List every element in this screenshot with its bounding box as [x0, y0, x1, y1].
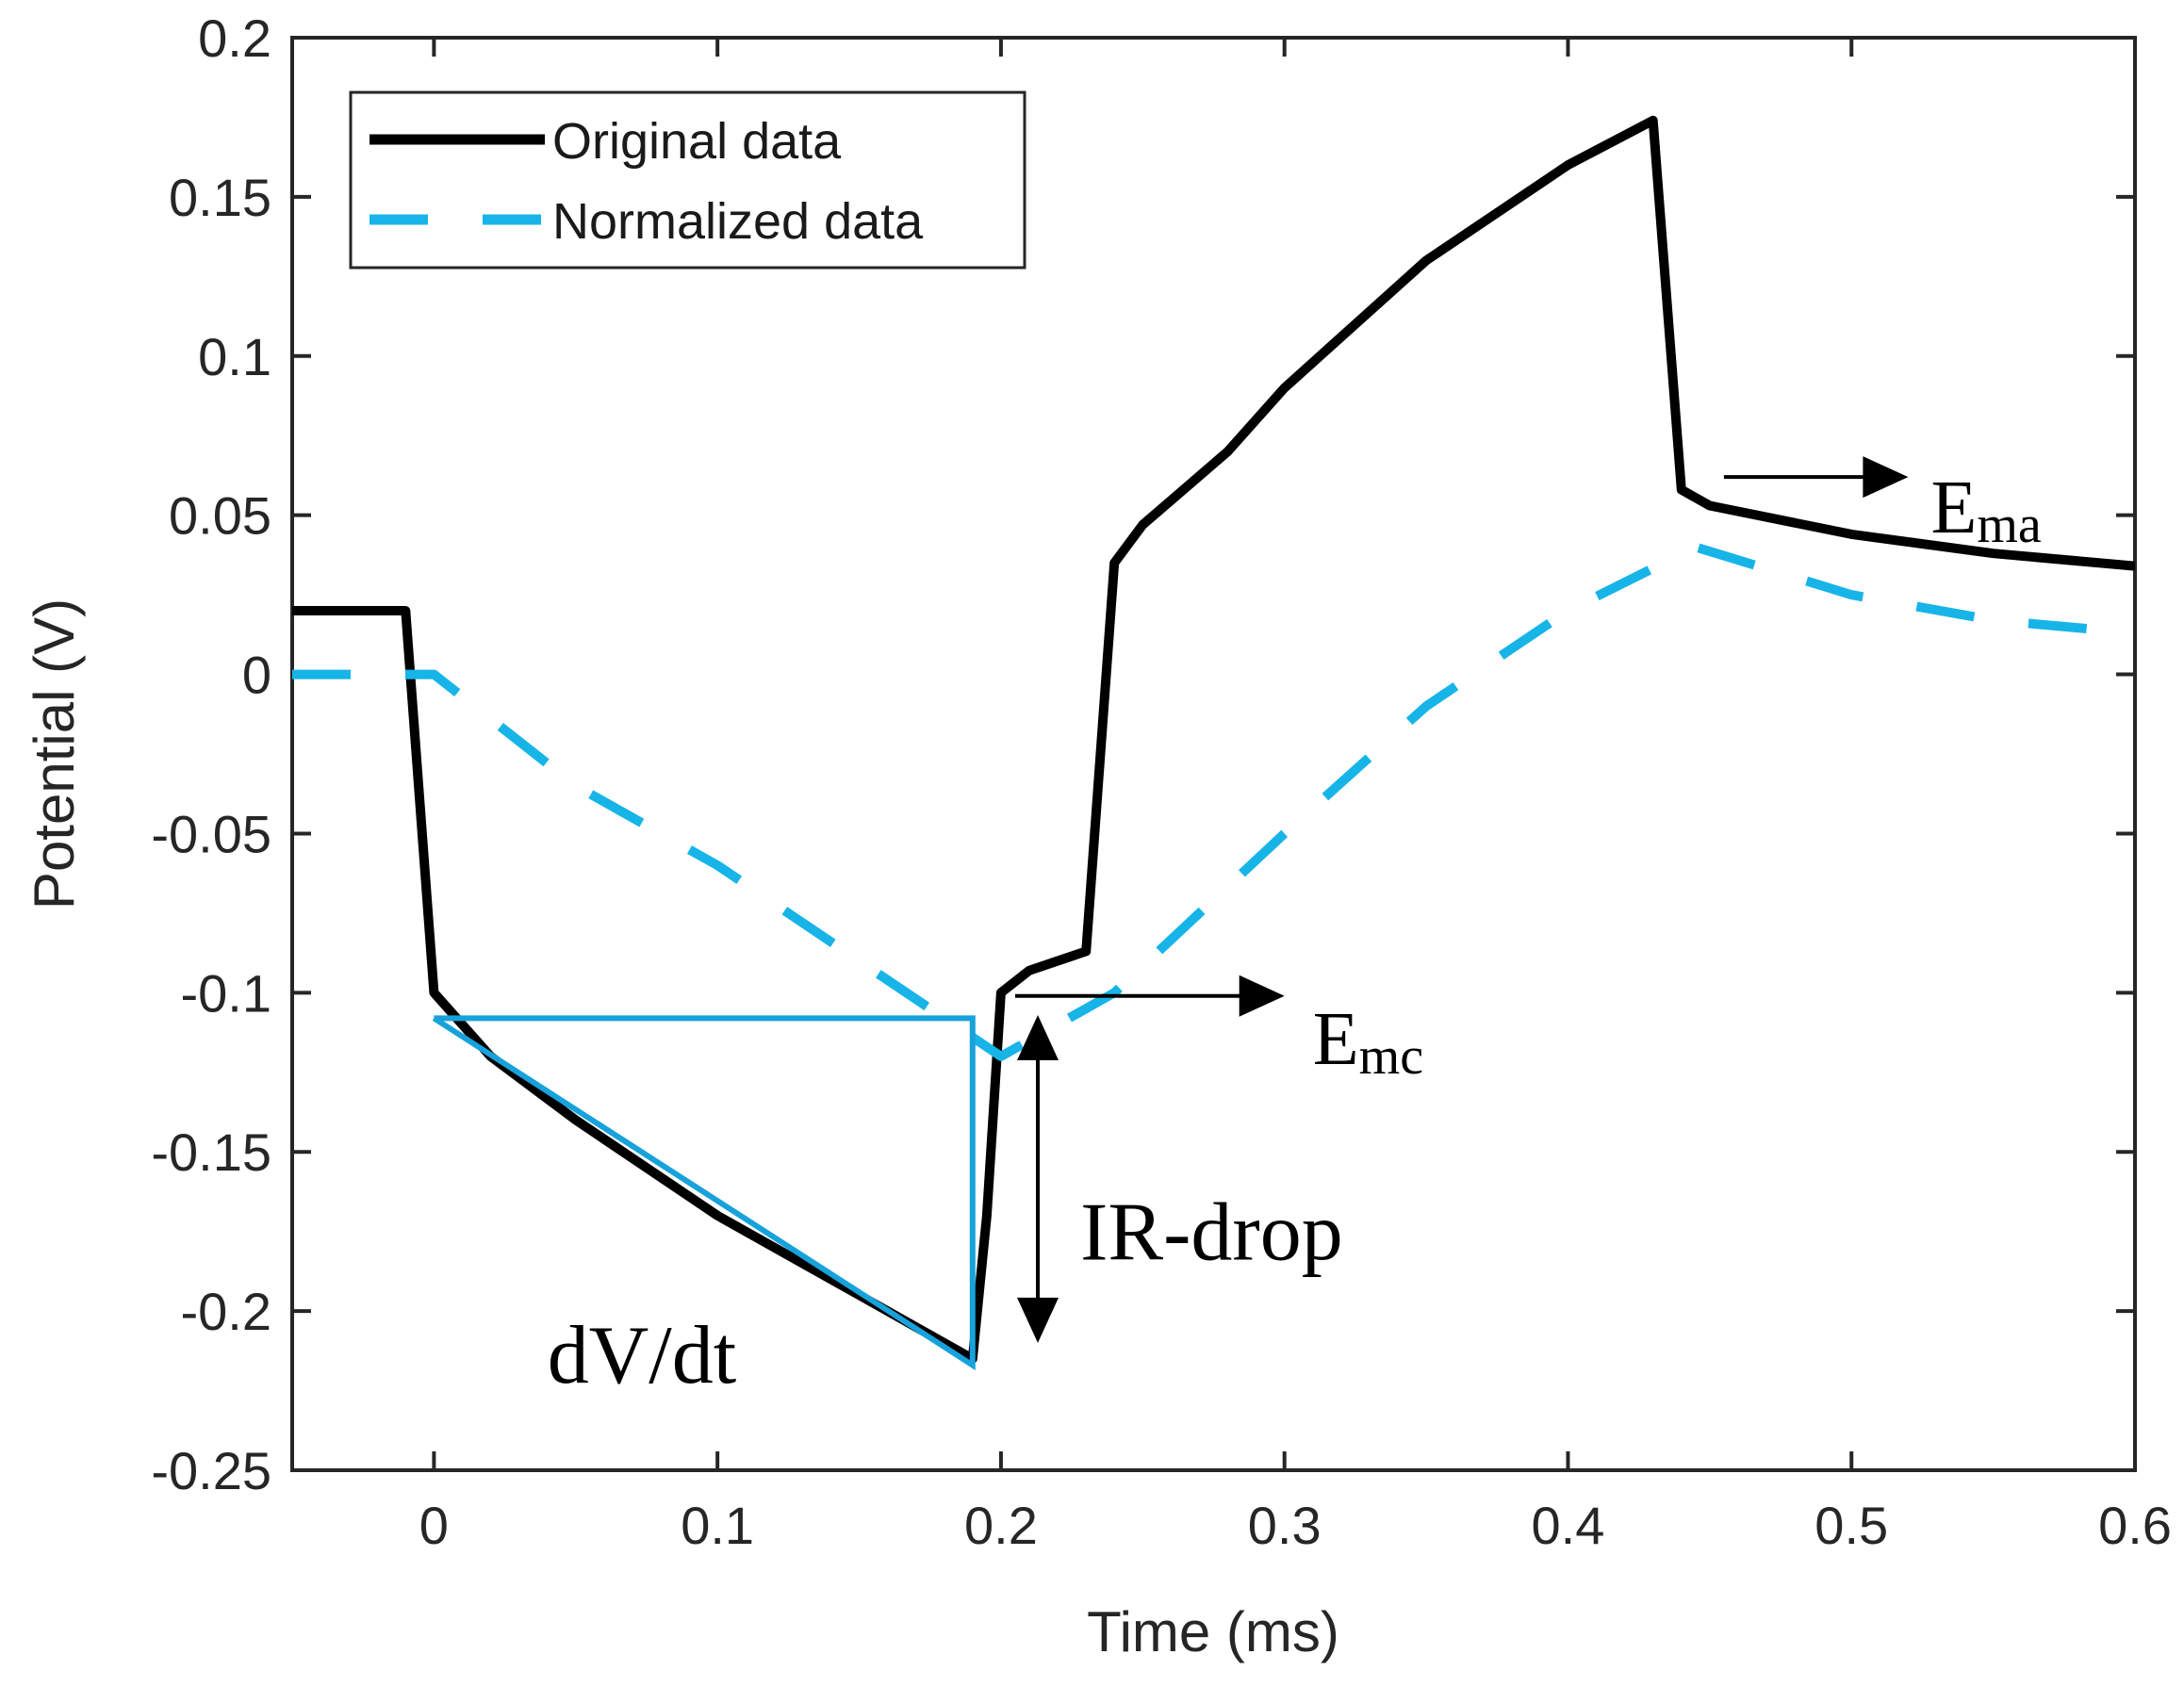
legend-label-normalized: Normalized data [552, 193, 924, 250]
y-tick-label-7: -0.15 [151, 1122, 271, 1182]
x-tick-label-3: 0.3 [1248, 1496, 1322, 1555]
ema-arrow-head [1863, 456, 1909, 499]
x-tick-label-1: 0.1 [681, 1496, 754, 1555]
annotations: Ema Emc IR-drop dV/dt [548, 456, 2042, 1401]
y-tick-label-3: 0.05 [169, 486, 271, 546]
axis-ticks: 0 0.1 0.2 0.3 0.4 0.5 0.6 0.2 0.15 0.1 0.05 0 -0.05 -… [151, 8, 2172, 1555]
y-tick-label-1: 0.15 [169, 168, 271, 227]
y-tick-label-4: 0 [242, 646, 271, 705]
y-tick-label-2: 0.1 [198, 327, 271, 386]
series-line-original [292, 115, 2135, 1364]
x-tick-label-4: 0.4 [1532, 1496, 1605, 1555]
emc-arrow-head [1239, 975, 1285, 1017]
y-axis-label: Potential (V) [23, 598, 86, 909]
y-tick-label-5: -0.05 [151, 804, 271, 863]
y-tick-label-8: -0.2 [181, 1282, 272, 1341]
x-axis-label: Time (ms) [1087, 1600, 1339, 1663]
ir-drop-arrow-head-up [1017, 1014, 1059, 1060]
x-tick-label-0: 0 [419, 1496, 449, 1555]
legend-label-original: Original data [552, 113, 842, 170]
y-tick-label-0: 0.2 [198, 8, 271, 68]
y-tick-label-6: -0.1 [181, 963, 272, 1023]
series-layer [292, 115, 2135, 1371]
ema-label: Ema [1930, 467, 2041, 554]
series-line-normalized [292, 542, 2135, 1061]
ir-drop-label: IR-drop [1080, 1187, 1343, 1279]
x-tick-label-5: 0.5 [1815, 1496, 1888, 1555]
legend-box [349, 90, 1026, 270]
x-tick-label-2: 0.2 [964, 1496, 1038, 1555]
emc-label: Emc [1313, 998, 1423, 1086]
dvdt-label: dV/dt [548, 1310, 736, 1401]
y-tick-label-9: -0.25 [151, 1441, 271, 1500]
legend: Original data Normalized data [349, 90, 1026, 270]
plot-area [290, 36, 2137, 1472]
x-tick-label-6: 0.6 [2098, 1496, 2172, 1555]
ir-drop-arrow-head-down [1017, 1297, 1059, 1343]
slope-triangle [432, 1015, 976, 1371]
